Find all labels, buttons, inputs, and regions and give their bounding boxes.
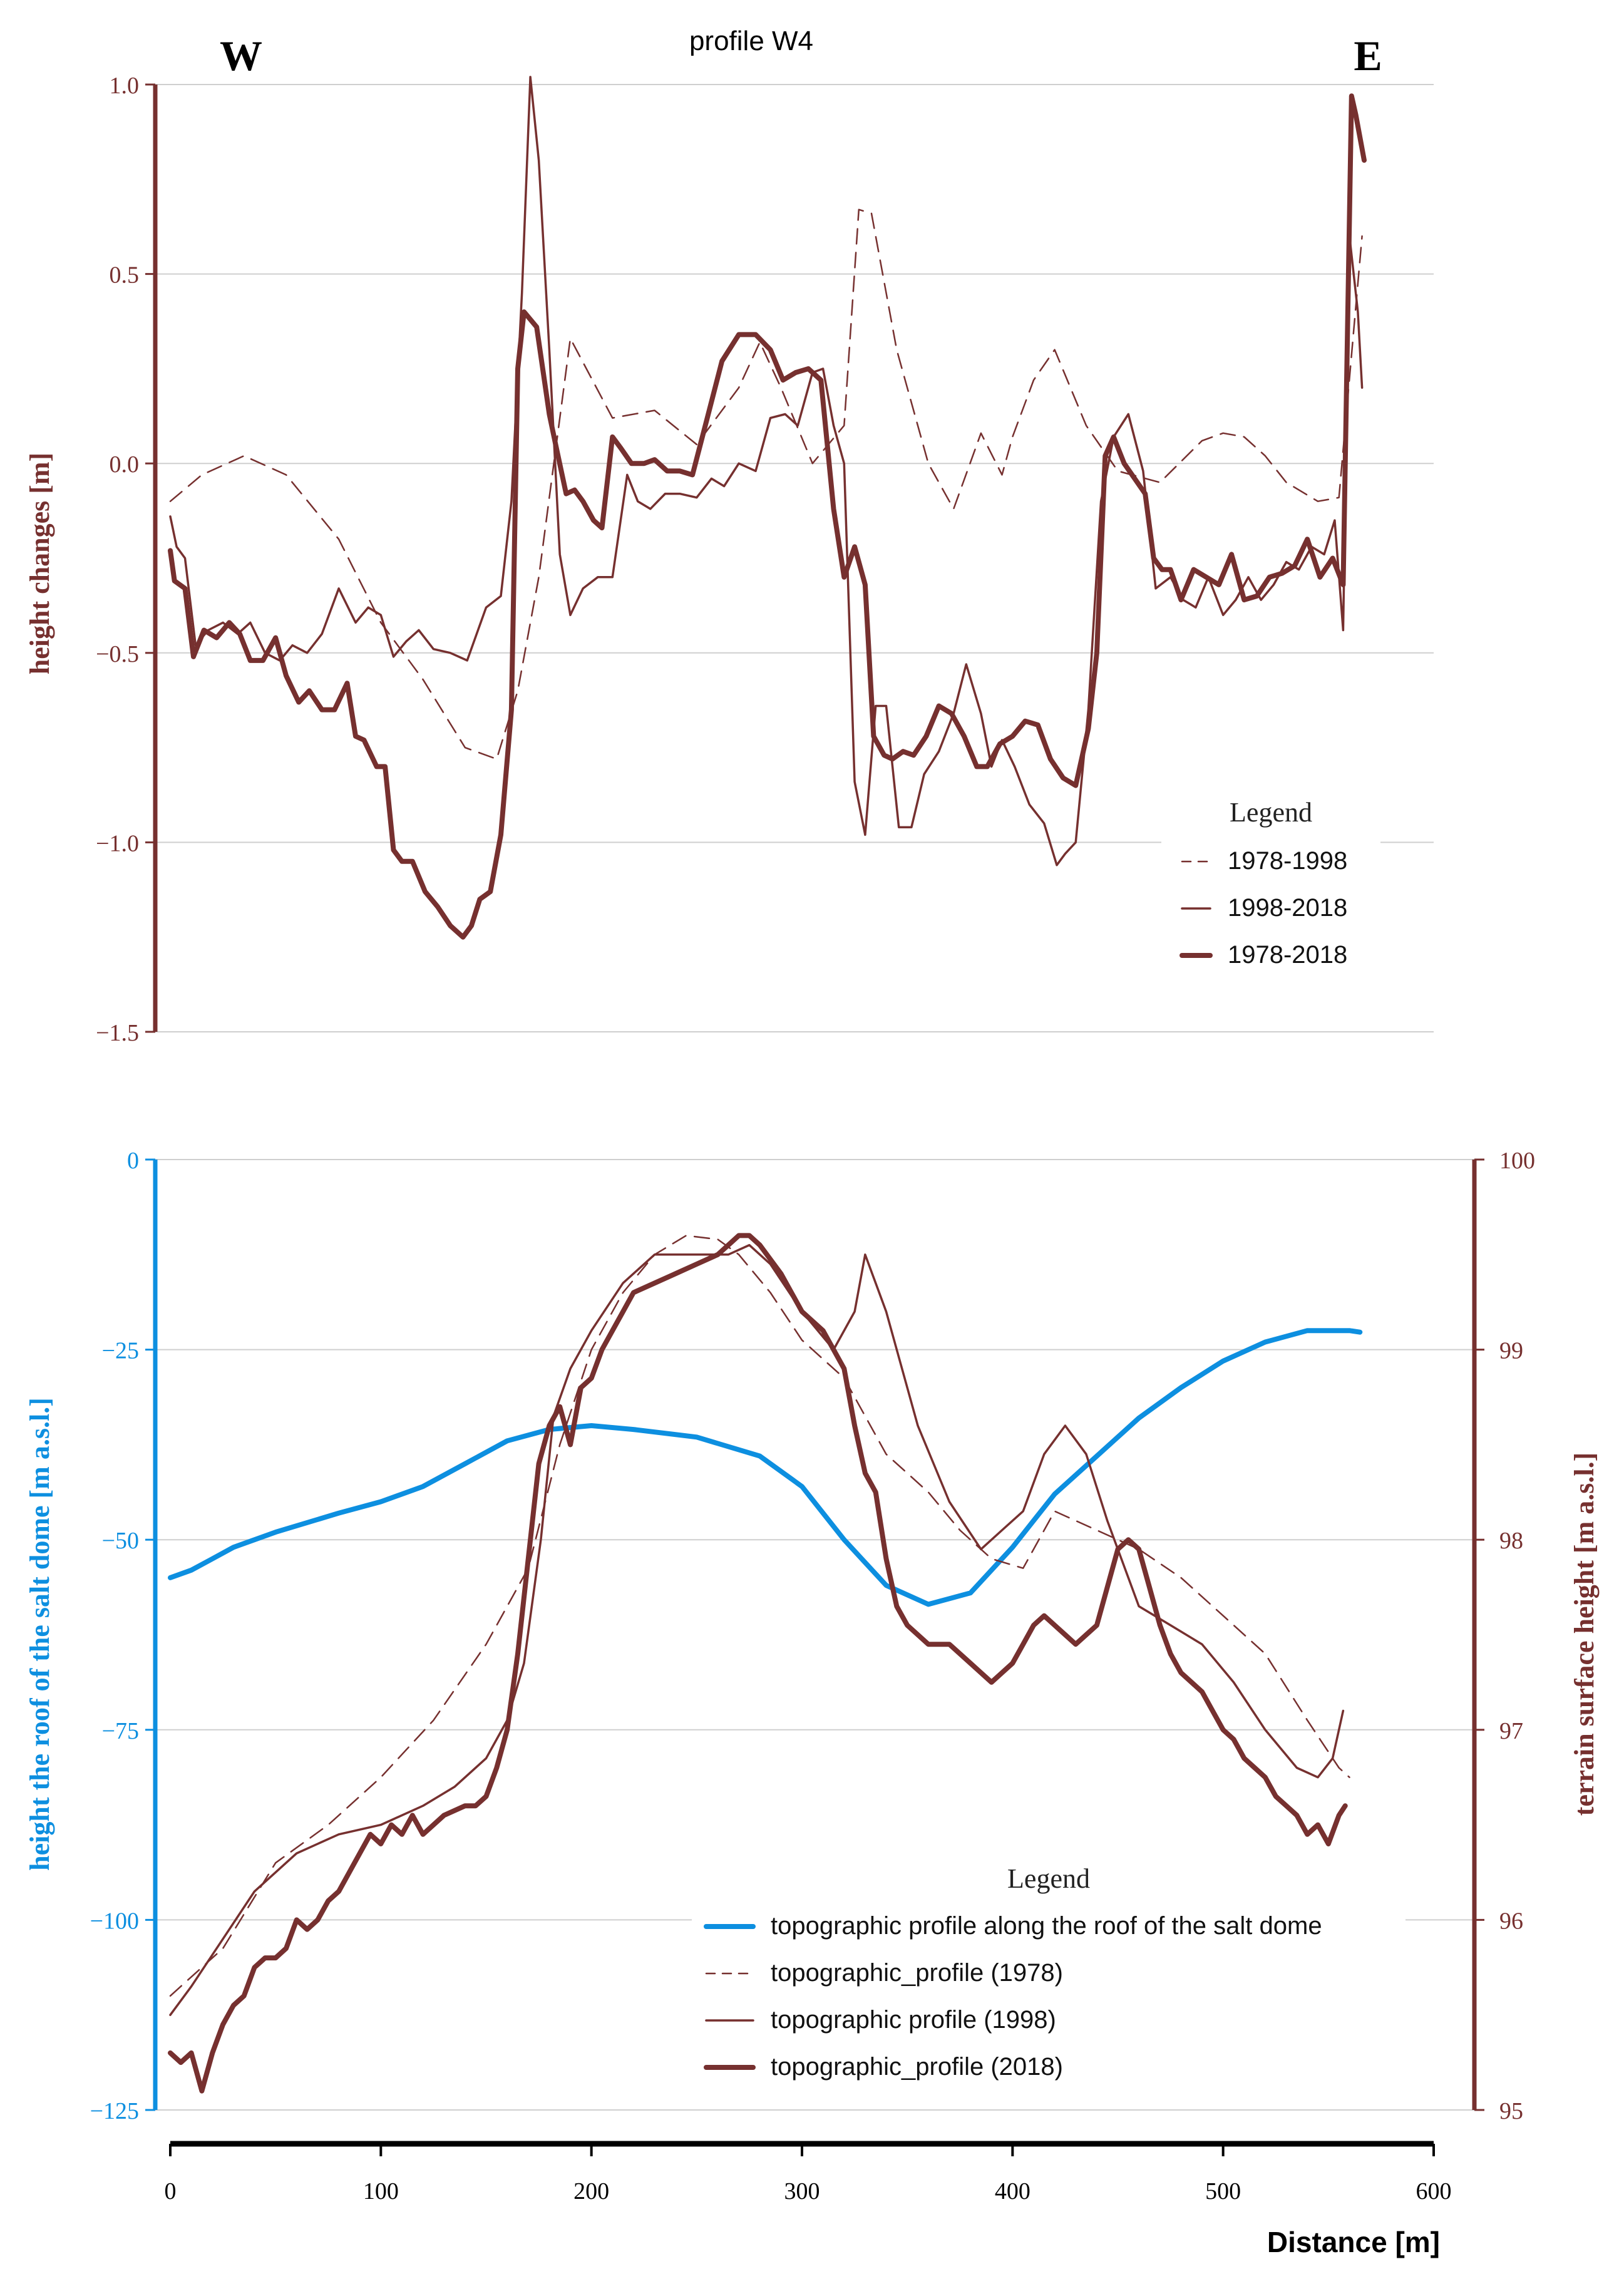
top-gridlines [155, 84, 1434, 1032]
x-tick-label-0: 0 [165, 2178, 177, 2205]
x-tick-label-4: 400 [995, 2178, 1030, 2205]
height-changes-chart: 1.0 0.5 0.0 −0.5 −1.0 −1.5 profile W4 W E hei… [24, 26, 1434, 1046]
bottom-series-line-1 [169, 1235, 1350, 1997]
bottom-series-line-0 [168, 1328, 1363, 1607]
left-tick-label-0: 0 [127, 1148, 139, 1174]
topographic-profile-chart: 0 −25 −50 −75 −100 −125 100 99 98 97 96 95 0 100 200… [24, 1148, 1600, 2258]
right-tick-label-2: 98 [1499, 1528, 1523, 1554]
top-tick-label-3: −0.5 [96, 641, 139, 667]
top-y-ticks: 1.0 0.5 0.0 −0.5 −1.0 −1.5 [96, 73, 155, 1046]
top-series-line-0 [169, 208, 1363, 760]
top-tick-label-0: 1.0 [110, 73, 140, 99]
west-label: W [220, 32, 262, 80]
right-y-axis-label: terrain surface height [m a.s.l.] [1569, 1453, 1600, 1816]
x-tick-label-3: 300 [784, 2178, 820, 2205]
top-legend: Legend 1978-1998 1998-2018 1978-2018 [1161, 786, 1380, 983]
top-series-group [168, 76, 1367, 940]
bottom-legend-label-3: topographic_profile (2018) [771, 2053, 1063, 2081]
top-legend-label-2: 1978-2018 [1228, 941, 1347, 969]
left-tick-label-2: −50 [102, 1528, 139, 1554]
east-label: E [1354, 32, 1382, 80]
bottom-series-line-3 [168, 1233, 1348, 2094]
bottom-legend-label-1: topographic_profile (1978) [771, 1959, 1063, 1987]
right-tick-label-1: 99 [1499, 1338, 1523, 1364]
top-y-axis-label: height changes [m] [24, 453, 55, 674]
left-tick-label-4: −100 [90, 1908, 139, 1934]
x-tick-label-2: 200 [573, 2178, 609, 2205]
right-y-ticks: 100 99 98 97 96 95 [1474, 1148, 1535, 2124]
bottom-legend-items: topographic profile along the roof of th… [704, 1912, 1322, 2081]
bottom-legend-box [692, 1853, 1406, 2091]
x-tick-label-1: 100 [363, 2178, 399, 2205]
right-tick-label-4: 96 [1499, 1908, 1523, 1934]
bottom-legend: Legend topographic profile along the roo… [692, 1853, 1406, 2091]
top-tick-label-2: 0.0 [110, 451, 140, 478]
top-legend-items: 1978-1998 1998-2018 1978-2018 [1179, 847, 1347, 969]
left-tick-label-3: −75 [102, 1718, 139, 1744]
bottom-legend-label-0: topographic profile along the roof of th… [771, 1912, 1322, 1940]
top-tick-label-5: −1.5 [96, 1020, 139, 1046]
left-tick-label-5: −125 [90, 2098, 139, 2124]
top-tick-label-1: 0.5 [110, 262, 140, 289]
x-axis-label: Distance [m] [1267, 2226, 1440, 2258]
right-tick-label-3: 97 [1499, 1718, 1523, 1744]
bottom-series-group [168, 1233, 1363, 2094]
top-series-line-1 [169, 76, 1364, 867]
x-ticks: 0 100 200 300 400 500 600 [165, 2144, 1452, 2205]
right-tick-label-5: 95 [1499, 2098, 1523, 2124]
top-legend-label-0: 1978-1998 [1228, 847, 1347, 875]
x-tick-label-5: 500 [1205, 2178, 1241, 2205]
left-y-axis-label: height the roof of the salt dome [m a.s.… [24, 1397, 55, 1871]
bottom-legend-title: Legend [1007, 1863, 1090, 1894]
top-series-line-2 [168, 93, 1367, 940]
top-legend-box [1161, 786, 1380, 983]
top-legend-title: Legend [1230, 797, 1312, 828]
chart-title: profile W4 [689, 26, 813, 56]
top-tick-label-4: −1.0 [96, 830, 139, 857]
left-y-ticks: 0 −25 −50 −75 −100 −125 [90, 1148, 155, 2124]
right-tick-label-0: 100 [1499, 1148, 1535, 1174]
x-tick-label-6: 600 [1416, 2178, 1452, 2205]
top-legend-label-1: 1998-2018 [1228, 894, 1347, 922]
bottom-legend-label-2: topographic profile (1998) [771, 2006, 1056, 2034]
left-tick-label-1: −25 [102, 1338, 139, 1364]
